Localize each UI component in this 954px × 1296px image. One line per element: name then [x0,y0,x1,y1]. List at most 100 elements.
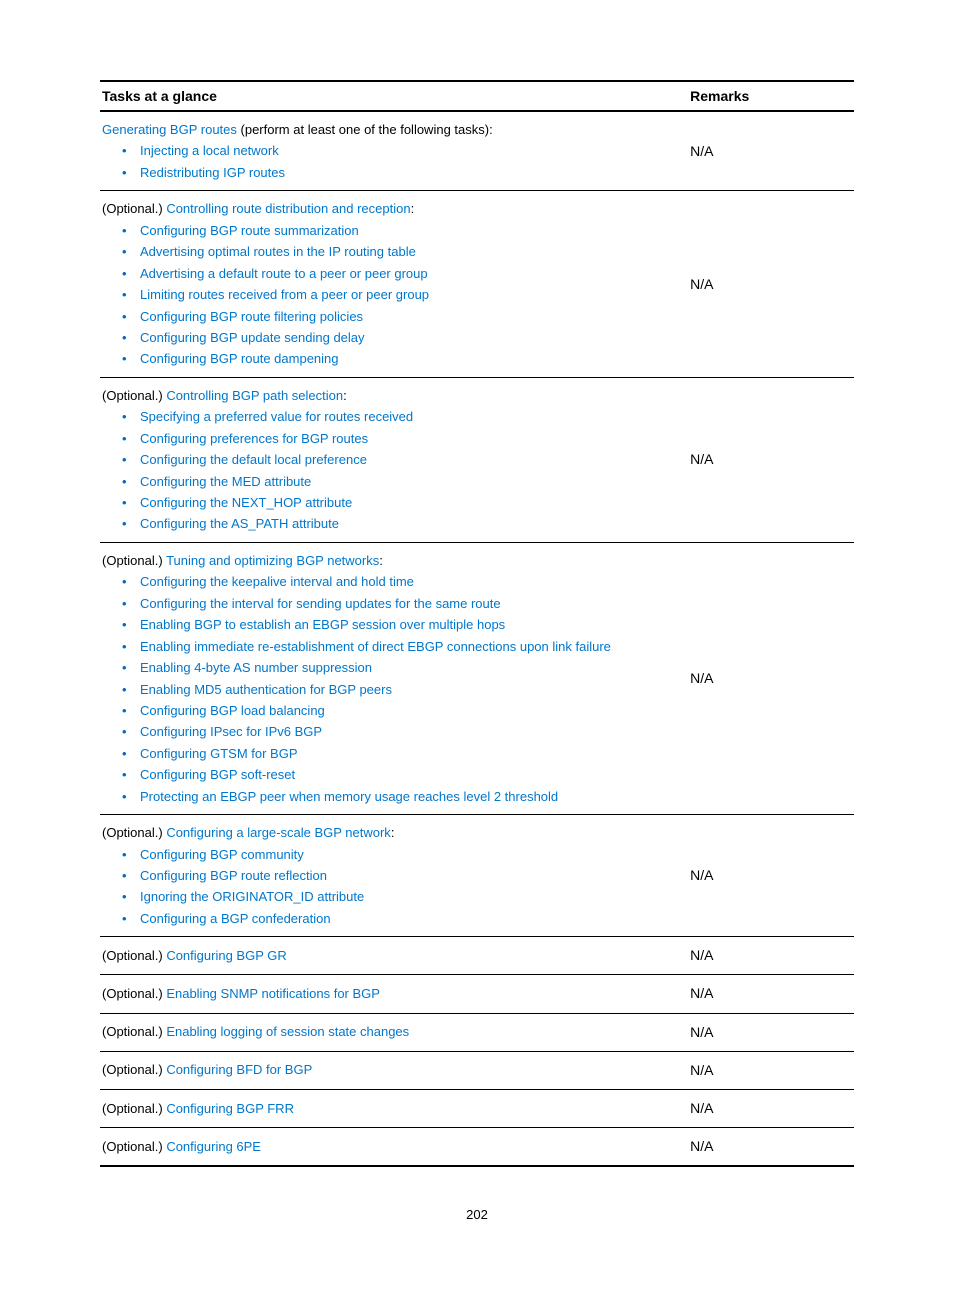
task-item: Enabling immediate re-establishment of d… [102,636,686,657]
task-item: Configuring preferences for BGP routes [102,428,686,449]
task-item-link[interactable]: Configuring a BGP confederation [140,911,331,926]
task-item-link[interactable]: Advertising optimal routes in the IP rou… [140,244,416,259]
task-item: Configuring the interval for sending upd… [102,593,686,614]
task-item-link[interactable]: Configuring the default local preference [140,452,367,467]
table-body: Generating BGP routes (perform at least … [100,111,854,1166]
task-item-link[interactable]: Configuring BGP route summarization [140,223,359,238]
task-item-link[interactable]: Configuring preferences for BGP routes [140,431,368,446]
intro-prefix: (Optional.) [102,1062,166,1077]
intro-link[interactable]: Controlling BGP path selection [166,388,343,403]
header-tasks: Tasks at a glance [100,81,688,111]
intro-prefix: (Optional.) [102,986,166,1001]
task-item-link[interactable]: Configuring the MED attribute [140,474,311,489]
intro-suffix: : [411,201,415,216]
table-row: (Optional.) Configuring BFD for BGPN/A [100,1051,854,1089]
header-remarks: Remarks [688,81,854,111]
intro-link[interactable]: Configuring BGP FRR [166,1101,294,1116]
task-item: Limiting routes received from a peer or … [102,284,686,305]
task-item-link[interactable]: Configuring GTSM for BGP [140,746,298,761]
intro-prefix: (Optional.) [102,201,166,216]
tasks-cell: Generating BGP routes (perform at least … [100,111,688,191]
task-item: Configuring BGP load balancing [102,700,686,721]
task-item-link[interactable]: Enabling immediate re-establishment of d… [140,639,611,654]
task-item-link[interactable]: Configuring BGP community [140,847,304,862]
task-item: Injecting a local network [102,140,686,161]
task-item: Configuring BGP route filtering policies [102,306,686,327]
task-item-link[interactable]: Configuring the AS_PATH attribute [140,516,339,531]
intro-link[interactable]: Controlling route distribution and recep… [166,201,410,216]
task-item-link[interactable]: Configuring the interval for sending upd… [140,596,501,611]
intro-link[interactable]: Configuring BGP GR [166,948,286,963]
task-item-link[interactable]: Configuring BGP update sending delay [140,330,365,345]
tasks-cell: (Optional.) Enabling logging of session … [100,1013,688,1051]
task-items: Injecting a local network Redistributing … [102,140,686,183]
table-row: (Optional.) Controlling route distributi… [100,191,854,378]
task-item: Configuring BGP route reflection [102,865,686,886]
task-item-link[interactable]: Configuring IPsec for IPv6 BGP [140,724,322,739]
task-item: Configuring GTSM for BGP [102,743,686,764]
task-item-link[interactable]: Configuring the keepalive interval and h… [140,574,414,589]
task-item: Protecting an EBGP peer when memory usag… [102,786,686,807]
intro-prefix: (Optional.) [102,1139,166,1154]
tasks-cell: (Optional.) Configuring BFD for BGP [100,1051,688,1089]
remarks-cell: N/A [688,1051,854,1089]
tasks-cell: (Optional.) Configuring BGP GR [100,937,688,975]
task-intro: (Optional.) Configuring BGP GR [102,945,686,966]
task-intro: (Optional.) Configuring BFD for BGP [102,1059,686,1080]
task-item: Ignoring the ORIGINATOR_ID attribute [102,886,686,907]
table-row: (Optional.) Configuring BGP GRN/A [100,937,854,975]
intro-link[interactable]: Enabling logging of session state change… [166,1024,409,1039]
table-row: (Optional.) Enabling SNMP notifications … [100,975,854,1013]
task-item: Configuring the default local preference [102,449,686,470]
remarks-cell: N/A [688,815,854,937]
task-item-link[interactable]: Advertising a default route to a peer or… [140,266,428,281]
tasks-cell: (Optional.) Controlling route distributi… [100,191,688,378]
task-items: Specifying a preferred value for routes … [102,406,686,535]
task-item: Configuring BGP route dampening [102,348,686,369]
table-header-row: Tasks at a glance Remarks [100,81,854,111]
task-item-link[interactable]: Configuring BGP route filtering policies [140,309,363,324]
table-row: (Optional.) Configuring a large-scale BG… [100,815,854,937]
task-item-link[interactable]: Redistributing IGP routes [140,165,285,180]
task-intro: (Optional.) Tuning and optimizing BGP ne… [102,550,686,571]
intro-link[interactable]: Configuring 6PE [166,1139,261,1154]
task-item: Enabling BGP to establish an EBGP sessio… [102,614,686,635]
task-item-link[interactable]: Configuring the NEXT_HOP attribute [140,495,352,510]
intro-prefix: (Optional.) [102,388,166,403]
task-item-link[interactable]: Ignoring the ORIGINATOR_ID attribute [140,889,364,904]
task-item-link[interactable]: Configuring BGP load balancing [140,703,325,718]
task-intro: (Optional.) Enabling SNMP notifications … [102,983,686,1004]
task-intro: (Optional.) Configuring BGP FRR [102,1098,686,1119]
task-item-link[interactable]: Configuring BGP soft-reset [140,767,295,782]
remarks-cell: N/A [688,191,854,378]
intro-suffix: (perform at least one of the following t… [237,122,493,137]
intro-link[interactable]: Configuring a large-scale BGP network [166,825,391,840]
task-item-link[interactable]: Enabling BGP to establish an EBGP sessio… [140,617,505,632]
intro-link[interactable]: Generating BGP routes [102,122,237,137]
task-item-link[interactable]: Enabling MD5 authentication for BGP peer… [140,682,392,697]
task-item-link[interactable]: Specifying a preferred value for routes … [140,409,413,424]
page-number: 202 [100,1207,854,1222]
task-item-link[interactable]: Enabling 4-byte AS number suppression [140,660,372,675]
task-item: Configuring IPsec for IPv6 BGP [102,721,686,742]
task-item: Configuring BGP community [102,844,686,865]
task-intro: (Optional.) Configuring a large-scale BG… [102,822,686,843]
task-item-link[interactable]: Limiting routes received from a peer or … [140,287,429,302]
task-items: Configuring the keepalive interval and h… [102,571,686,807]
intro-link[interactable]: Configuring BFD for BGP [166,1062,312,1077]
intro-link[interactable]: Tuning and optimizing BGP networks [166,553,379,568]
remarks-cell: N/A [688,937,854,975]
tasks-table: Tasks at a glance Remarks Generating BGP… [100,80,854,1167]
tasks-cell: (Optional.) Configuring BGP FRR [100,1089,688,1127]
intro-prefix: (Optional.) [102,1024,166,1039]
tasks-cell: (Optional.) Configuring 6PE [100,1127,688,1166]
task-item-link[interactable]: Configuring BGP route reflection [140,868,327,883]
task-item-link[interactable]: Injecting a local network [140,143,279,158]
task-item-link[interactable]: Protecting an EBGP peer when memory usag… [140,789,558,804]
remarks-cell: N/A [688,1127,854,1166]
task-item: Enabling 4-byte AS number suppression [102,657,686,678]
task-item-link[interactable]: Configuring BGP route dampening [140,351,339,366]
intro-link[interactable]: Enabling SNMP notifications for BGP [166,986,380,1001]
remarks-cell: N/A [688,1089,854,1127]
tasks-cell: (Optional.) Enabling SNMP notifications … [100,975,688,1013]
